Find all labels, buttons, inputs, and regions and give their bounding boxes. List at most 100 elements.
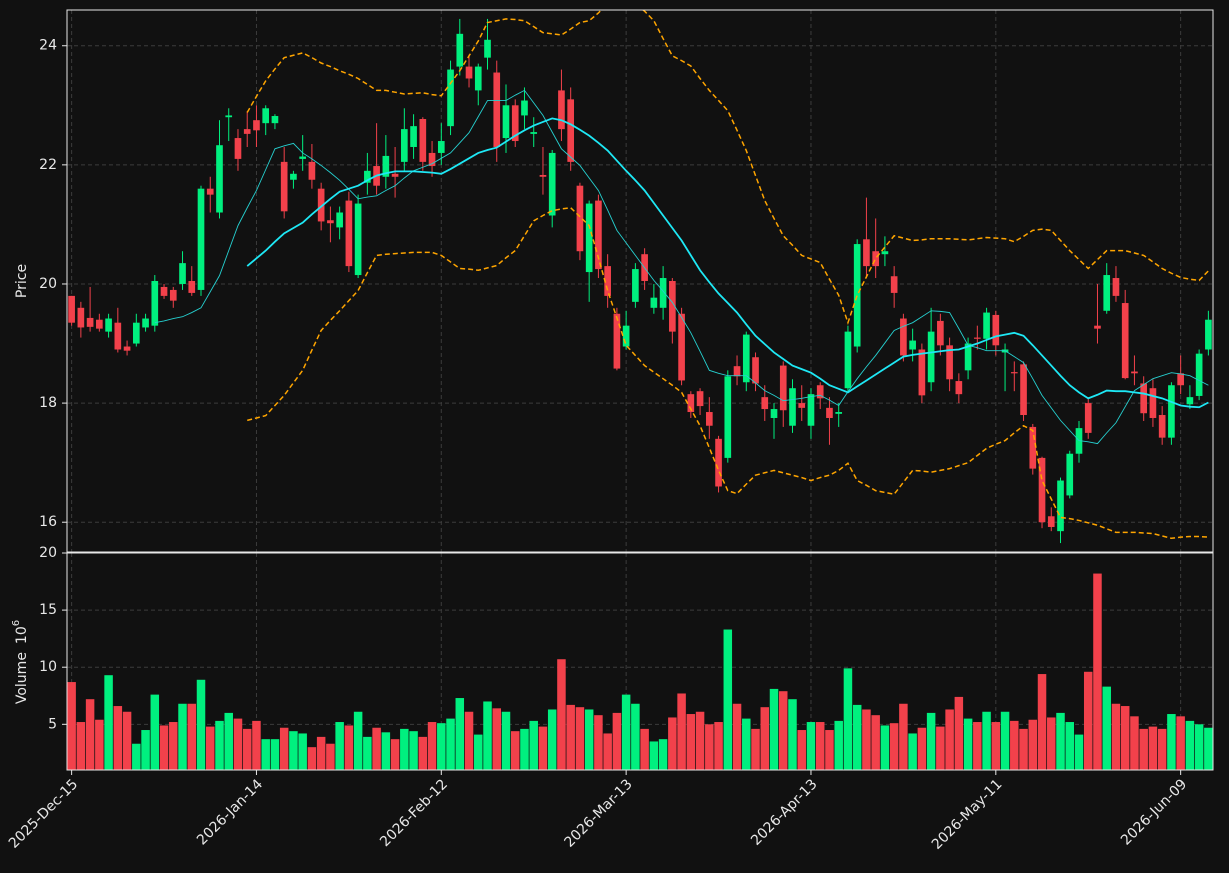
candle-body <box>595 200 602 270</box>
candle-body <box>918 349 926 396</box>
candle-body <box>419 118 427 162</box>
volume-bar <box>815 722 825 770</box>
candle-body <box>687 394 695 413</box>
volume-bar <box>501 711 511 770</box>
volume-bar <box>658 739 668 770</box>
volume-bar <box>113 706 123 770</box>
volume-bar <box>437 723 446 770</box>
volume-bar <box>889 723 899 770</box>
volume-bar <box>1065 722 1075 770</box>
volume-label: Volume <box>14 652 30 704</box>
volume-bar <box>557 659 566 770</box>
volume-bar <box>917 727 927 770</box>
candle-body <box>548 152 556 216</box>
volume-bar <box>224 712 233 770</box>
line-layer <box>154 10 1209 540</box>
volume-bar <box>1111 703 1121 770</box>
volume-bar <box>1047 717 1056 770</box>
volume-bar <box>1037 674 1047 770</box>
candle-body <box>1158 415 1166 438</box>
candle-body <box>798 403 806 408</box>
volume-bar <box>298 733 307 770</box>
candle-body <box>983 312 990 339</box>
volume-bar <box>242 728 252 770</box>
volume-bar <box>455 698 465 770</box>
volume-bar <box>825 730 834 770</box>
candle-body <box>484 39 491 58</box>
volume-bar <box>1010 720 1019 770</box>
candle-body <box>243 129 251 134</box>
volume-bar <box>178 703 187 770</box>
volume-bar <box>95 719 104 770</box>
candle-body <box>622 325 630 347</box>
mark-layer <box>67 18 1213 770</box>
candle-body <box>1047 516 1055 527</box>
candle-body <box>863 239 870 267</box>
volume-bar <box>649 741 659 770</box>
volume-bar <box>1148 726 1158 770</box>
candle-body <box>816 385 824 399</box>
candle-body <box>364 170 371 183</box>
candle-body <box>632 269 639 302</box>
volume-bar <box>742 718 751 770</box>
candle-body <box>835 412 843 414</box>
y-tick-label: 18 <box>39 395 57 411</box>
indicator-line <box>247 206 1209 540</box>
candle-body <box>872 251 879 267</box>
candle-body <box>1066 453 1074 496</box>
volume-bar <box>132 743 141 770</box>
candle-body <box>68 295 75 323</box>
candle-body <box>779 365 787 411</box>
volume-bar <box>547 709 557 770</box>
volume-bar <box>474 734 483 770</box>
indicator-line <box>246 10 1209 326</box>
volume-bar <box>381 732 391 770</box>
volume-bar <box>150 694 160 770</box>
volume-bar <box>834 720 843 770</box>
candle-body <box>844 331 852 389</box>
candle-body <box>937 320 944 346</box>
candle-body <box>151 281 159 326</box>
candle-body <box>1205 319 1212 350</box>
volume-bar <box>936 726 945 770</box>
candle-body <box>946 345 953 380</box>
candle-body <box>290 173 297 180</box>
candle-body <box>1112 278 1120 296</box>
candle-body <box>650 297 658 308</box>
candle-body <box>465 66 473 79</box>
candle-body <box>1094 325 1101 329</box>
volume-bar <box>760 707 770 770</box>
volume-bar <box>723 629 733 770</box>
candle-body <box>317 188 325 222</box>
volume-bar <box>67 682 76 770</box>
candle-body <box>890 276 898 293</box>
volume-bar <box>76 722 86 770</box>
candle-body <box>114 322 122 350</box>
candle-body <box>1149 388 1157 418</box>
candle-body <box>604 266 611 296</box>
volume-bar <box>954 696 964 770</box>
volume-tick-label: 5 <box>48 716 57 732</box>
volume-bar <box>261 739 270 770</box>
candle-body <box>336 212 343 228</box>
candle-body <box>391 173 399 177</box>
candle-body <box>964 343 972 371</box>
volume-bar <box>1083 671 1093 770</box>
volume-bar <box>233 718 243 770</box>
y-axis-label: Price <box>14 264 30 298</box>
volume-bar <box>215 720 224 770</box>
volume-tick-label: 15 <box>39 602 57 618</box>
volume-bar <box>1000 711 1010 770</box>
volume-bar <box>104 675 113 770</box>
candle-body <box>437 141 445 153</box>
volume-bar <box>363 736 372 770</box>
candle-body <box>742 334 750 383</box>
volume-bar <box>335 722 344 770</box>
volume-bar <box>751 728 760 770</box>
volume-bar <box>695 711 705 770</box>
indicator-line <box>154 89 1209 445</box>
candle-body <box>410 126 417 147</box>
candle-body <box>105 318 112 332</box>
candle-body <box>1195 353 1203 396</box>
volume-bar <box>446 718 455 770</box>
